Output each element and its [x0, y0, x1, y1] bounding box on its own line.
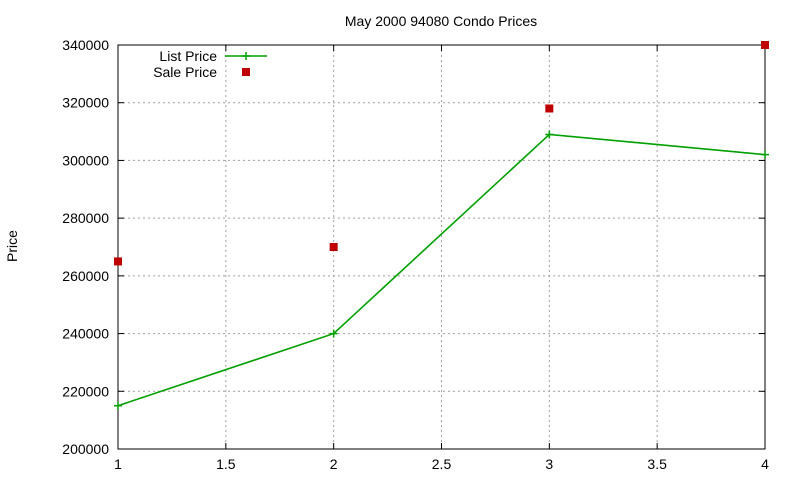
- x-tick-label: 3: [545, 456, 553, 472]
- chart-title: May 2000 94080 Condo Prices: [345, 13, 537, 29]
- x-tick-label: 2: [330, 456, 338, 472]
- sale-price-point: [761, 41, 769, 49]
- y-tick-label: 300000: [62, 152, 109, 168]
- x-tick-label: 2.5: [432, 456, 452, 472]
- y-tick-label: 260000: [62, 268, 109, 284]
- y-tick-label: 200000: [62, 441, 109, 457]
- sale-price-point: [114, 257, 122, 266]
- legend-label: List Price: [159, 48, 217, 64]
- y-tick-label: 340000: [62, 37, 109, 53]
- list-price-line: [117, 133, 766, 407]
- x-tick-label: 1.5: [216, 456, 236, 472]
- tick-layer: 200000 220000 240000 260000 280000 300000 3200…: [62, 37, 769, 472]
- list-price-point: [761, 150, 769, 159]
- list-price-point: [545, 130, 554, 139]
- legend-swatch-marker: [242, 68, 250, 76]
- legend-swatch-marker: [242, 52, 250, 60]
- sale-price-point: [329, 243, 338, 251]
- series-layer: [114, 41, 769, 410]
- list-price-point: [114, 401, 122, 410]
- x-tick-label: 3.5: [647, 456, 667, 472]
- y-axis-label: Price: [4, 230, 20, 262]
- sale-price-point: [545, 104, 554, 113]
- legend-label: Sale Price: [153, 64, 217, 80]
- grid-layer: [118, 45, 765, 449]
- y-tick-label: 240000: [62, 326, 109, 342]
- x-tick-label: 1: [114, 456, 122, 472]
- y-tick-label: 220000: [62, 383, 109, 399]
- list-price-point: [329, 329, 338, 338]
- y-tick-label: 320000: [62, 95, 109, 111]
- x-tick-label: 4: [761, 456, 769, 472]
- y-tick-label: 280000: [62, 210, 109, 226]
